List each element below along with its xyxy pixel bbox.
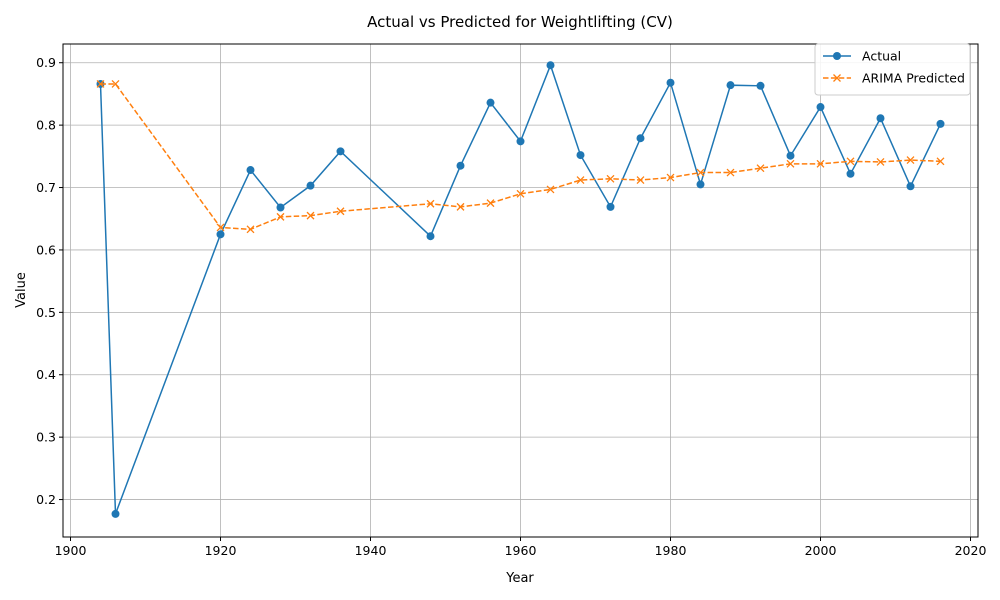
x-tick-label: 1980 [655,543,687,558]
data-point [426,199,435,208]
data-point [546,185,555,194]
data-point [426,232,435,241]
y-tick-label: 0.4 [36,367,56,382]
legend: Actual ARIMA Predicted [814,43,971,96]
data-point [936,119,945,128]
y-tick-label: 0.7 [36,180,56,195]
data-point [516,137,525,146]
data-point [786,159,795,168]
data-point [906,156,915,165]
data-point [486,98,495,107]
legend-marker [833,52,841,60]
series-1 [96,79,945,234]
data-point [246,166,255,175]
data-point [846,157,855,166]
data-point [336,207,345,216]
data-point [246,225,255,234]
x-tick-label: 1960 [505,543,537,558]
data-point [606,202,615,211]
legend-entry: Actual [823,49,901,64]
y-axis-label: Value [14,272,29,308]
data-point [936,157,945,166]
data-point [336,147,345,156]
y-tick-label: 0.8 [36,118,56,133]
x-tick-label: 1900 [55,543,87,558]
x-axis-label: Year [505,571,534,586]
data-point [516,189,525,198]
x-tick-label: 1940 [355,543,387,558]
y-tick-label: 0.5 [36,305,56,320]
legend-label: ARIMA Predicted [862,71,965,86]
data-point [756,81,765,90]
x-tick-label: 1920 [205,543,237,558]
data-point [276,203,285,212]
data-point [276,212,285,221]
legend-entry: ARIMA Predicted [823,71,965,86]
data-point [666,78,675,87]
data-point [96,79,105,88]
data-point [726,168,735,177]
data-point [486,199,495,208]
x-tick-label: 2000 [805,543,837,558]
data-point [846,169,855,178]
y-tick-label: 0.2 [36,492,56,507]
data-point [636,176,645,185]
data-point [876,114,885,123]
data-point [111,509,120,518]
legend-marker [833,74,841,82]
series-layer [96,61,945,518]
data-point [636,134,645,143]
data-point [606,174,615,183]
data-point [216,223,225,232]
legend-label: Actual [862,49,901,64]
chart-title: Actual vs Predicted for Weightlifting (C… [367,13,673,31]
data-point [906,182,915,191]
data-point [306,181,315,190]
data-point [666,173,675,182]
data-point [816,103,825,112]
data-point [546,61,555,70]
grid [63,44,978,537]
data-point [816,159,825,168]
data-point [576,151,585,160]
y-tick-label: 0.3 [36,430,56,445]
data-point [216,230,225,239]
data-point [576,176,585,185]
series-0 [96,61,945,518]
x-tick-label: 2020 [955,543,987,558]
legend-box [814,43,971,96]
y-tick-label: 0.6 [36,242,56,257]
data-point [696,168,705,177]
data-point [756,164,765,173]
data-point [111,79,120,88]
data-point [876,157,885,166]
data-point [456,202,465,211]
data-point [696,180,705,189]
data-point [306,211,315,220]
data-point [726,81,735,90]
data-point [786,151,795,160]
data-point [456,161,465,170]
y-tick-label: 0.9 [36,55,56,70]
ticks: 1900 1920 1940 1960 1980 2000 2020 0.2 0.3 0.4 0.5… [36,55,986,558]
